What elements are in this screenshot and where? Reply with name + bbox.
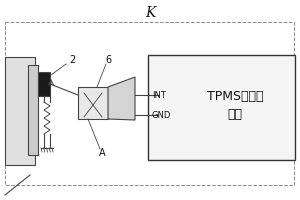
Text: 电路: 电路 (227, 108, 242, 120)
Bar (148, 55, 295, 160)
Bar (28, 65, 38, 155)
Text: K: K (145, 6, 155, 20)
Text: 6: 6 (105, 55, 111, 65)
Text: 2: 2 (69, 55, 75, 65)
Text: INT: INT (152, 90, 166, 99)
Bar (38, 72, 50, 96)
Bar (78, 87, 108, 119)
Bar (5, 57, 35, 165)
Text: TPMS传感器: TPMS传感器 (207, 90, 263, 102)
Polygon shape (108, 77, 135, 120)
Text: A: A (99, 148, 105, 158)
Bar (5, 22, 294, 185)
Text: GND: GND (152, 110, 171, 119)
